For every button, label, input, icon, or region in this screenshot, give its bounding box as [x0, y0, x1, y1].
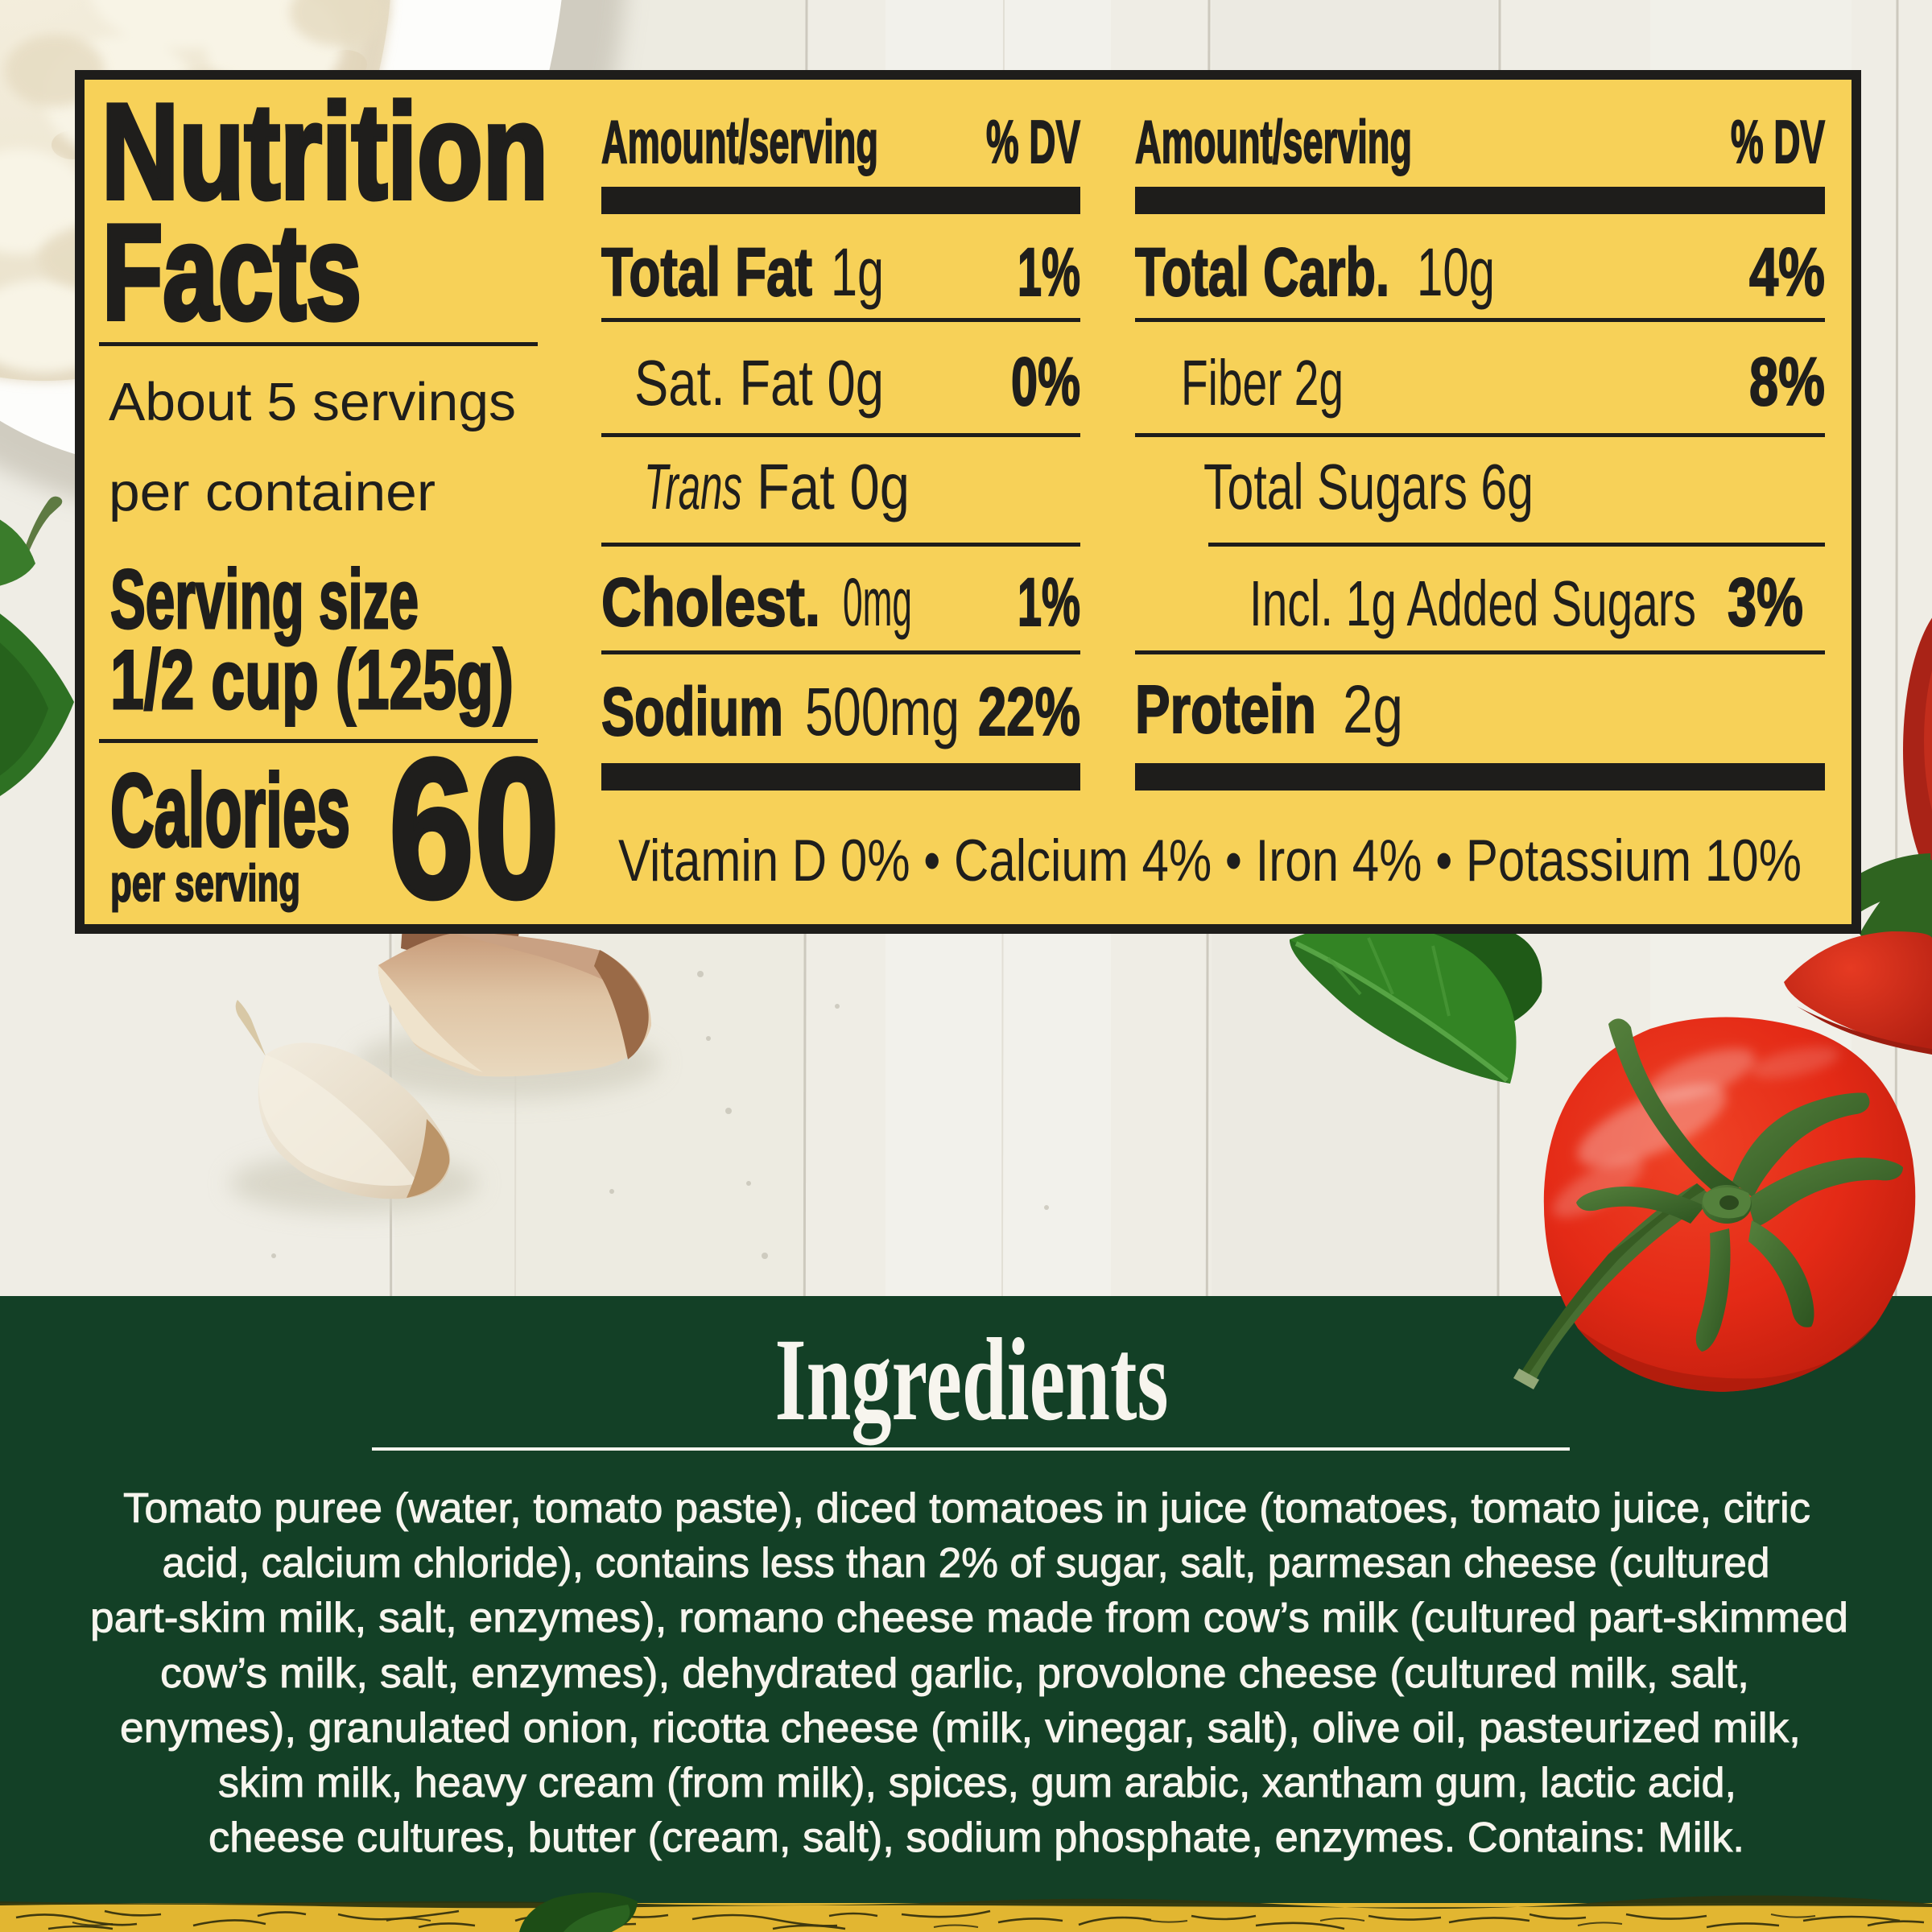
svg-text:3%: 3%	[1728, 564, 1803, 640]
svg-text:Serving size: Serving size	[110, 553, 419, 646]
svg-text:60: 60	[389, 718, 559, 939]
svg-text:cheese cultures, butter (cream: cheese cultures, butter (cream, salt), s…	[208, 1814, 1744, 1861]
svg-text:Cholest.: Cholest.	[601, 564, 820, 640]
svg-text:Amount/serving: Amount/serving	[1135, 108, 1412, 175]
svg-text:4%: 4%	[1749, 234, 1825, 310]
svg-text:enymes), granulated onion, ric: enymes), granulated onion, ricotta chees…	[120, 1705, 1801, 1752]
svg-text:Ingredients: Ingredients	[775, 1314, 1169, 1445]
svg-text:skim milk, heavy cream (from m: skim milk, heavy cream (from milk), spic…	[218, 1760, 1736, 1806]
svg-text:10g: 10g	[1417, 234, 1495, 310]
svg-text:500mg: 500mg	[805, 674, 960, 749]
svg-text:Protein: Protein	[1135, 671, 1316, 747]
svg-text:1%: 1%	[1018, 564, 1080, 640]
svg-text:About 5 servings: About 5 servings	[109, 372, 516, 432]
svg-text:1/2 cup (125g): 1/2 cup (125g)	[110, 634, 514, 727]
svg-text:Sat. Fat 0g: Sat. Fat 0g	[634, 347, 884, 419]
svg-text:part-skim milk, salt, enzymes): part-skim milk, salt, enzymes), romano c…	[90, 1595, 1848, 1641]
svg-text:per container: per container	[109, 462, 436, 522]
svg-text:8%: 8%	[1749, 344, 1825, 419]
svg-text:1%: 1%	[1018, 234, 1080, 310]
svg-text:22%: 22%	[978, 674, 1080, 749]
svg-text:Vitamin D 0% • Calcium 4% • Ir: Vitamin D 0% • Calcium 4% • Iron 4% • Po…	[618, 828, 1802, 894]
svg-text:Tomato puree (water, tomato pa: Tomato puree (water, tomato paste), dice…	[123, 1485, 1810, 1532]
svg-text:Trans: Trans	[644, 451, 742, 522]
svg-text:Amount/serving: Amount/serving	[601, 108, 878, 175]
svg-text:cow’s milk, salt, enzymes), de: cow’s milk, salt, enzymes), dehydrated g…	[160, 1650, 1749, 1697]
svg-text:Fat 0g: Fat 0g	[757, 451, 910, 522]
svg-text:Facts: Facts	[102, 196, 361, 348]
svg-text:Sodium: Sodium	[601, 674, 783, 749]
svg-text:per serving: per serving	[110, 854, 300, 912]
svg-text:Calories: Calories	[110, 753, 350, 869]
svg-text:Total Sugars 6g: Total Sugars 6g	[1203, 451, 1534, 522]
svg-text:acid, calcium chloride), conta: acid, calcium chloride), contains less t…	[163, 1540, 1770, 1587]
svg-text:% DV: % DV	[1731, 108, 1825, 175]
svg-text:1g: 1g	[831, 234, 884, 310]
svg-text:Total Fat: Total Fat	[601, 234, 812, 310]
svg-text:Nutrition: Nutrition	[101, 76, 548, 227]
svg-text:Incl. 1g Added Sugars: Incl. 1g Added Sugars	[1249, 568, 1696, 639]
svg-text:0%: 0%	[1011, 344, 1080, 419]
svg-text:Fiber 2g: Fiber 2g	[1181, 347, 1344, 419]
svg-text:% DV: % DV	[986, 108, 1080, 175]
svg-text:Total Carb.: Total Carb.	[1135, 234, 1389, 310]
svg-text:2g: 2g	[1343, 671, 1403, 747]
svg-text:0mg: 0mg	[843, 564, 912, 640]
